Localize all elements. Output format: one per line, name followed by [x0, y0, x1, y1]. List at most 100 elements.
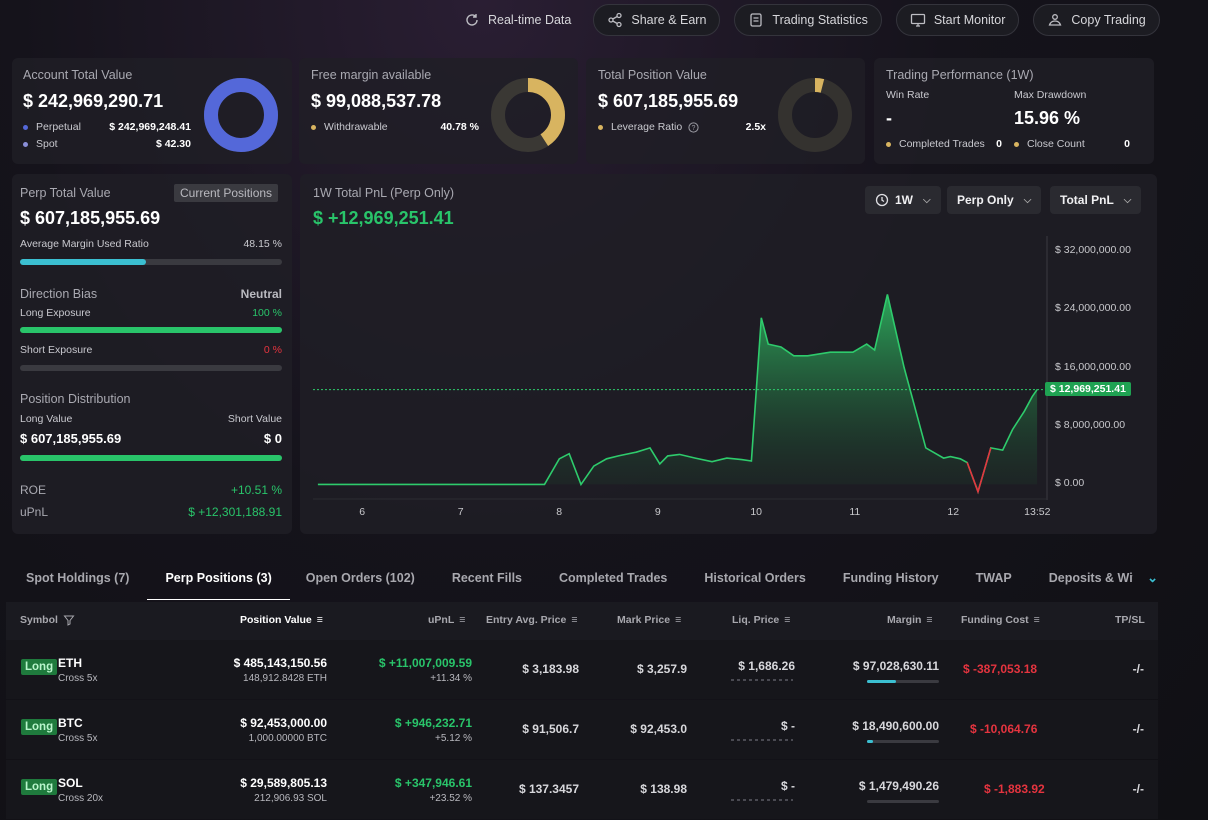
margin-usage-bar: [867, 800, 939, 803]
pnl-area: [317, 294, 1038, 492]
share-earn-button[interactable]: Share & Earn: [593, 4, 721, 36]
header-entry-price-label: Entry Avg. Price: [486, 614, 567, 626]
tpsl-cell[interactable]: -/-: [1132, 782, 1144, 796]
position-value-cell: $ 485,143,150.56 148,912.8428 ETH: [234, 656, 327, 684]
upnl-amount: $ +946,232.71: [394, 716, 472, 730]
current-positions-chip[interactable]: Current Positions: [174, 184, 279, 202]
trading-statistics-button[interactable]: Trading Statistics: [734, 4, 882, 36]
scope-dropdown[interactable]: Perp Only ⌵: [947, 186, 1042, 214]
liq-price-cell: $ -: [780, 779, 795, 793]
header-funding-cost[interactable]: Funding Cost ≡: [961, 614, 1040, 626]
account-donut: [204, 78, 278, 152]
side-badge: Long: [21, 719, 58, 735]
mark-price-cell: $ 92,453.0: [630, 722, 687, 736]
header-liq-price-label: Liq. Price: [732, 614, 780, 626]
distribution-labels-row: Long Value Short Value: [20, 413, 282, 425]
start-monitor-button[interactable]: Start Monitor: [895, 4, 1020, 36]
tab-open-orders[interactable]: Open Orders (102): [305, 571, 415, 585]
tab-perp-positions[interactable]: Perp Positions (3): [147, 556, 290, 600]
total-position-card: Total Position Value $ 607,185,955.69 Le…: [586, 58, 865, 164]
margin-usage-bar: [867, 740, 939, 743]
close-count-value: 0: [1124, 138, 1130, 150]
close-dot: [1014, 141, 1019, 147]
close-count-label: Close Count: [1027, 138, 1085, 150]
header-upnl[interactable]: uPnL ≡: [428, 614, 465, 626]
upnl-amount: $ +11,007,009.59: [378, 656, 472, 670]
help-icon[interactable]: ?: [688, 122, 699, 133]
side-badge: Long: [21, 779, 58, 795]
win-rate-label: Win Rate: [886, 89, 930, 101]
header-symbol[interactable]: Symbol: [20, 614, 75, 626]
side-badge: Long: [21, 659, 58, 675]
header-liq-price[interactable]: Liq. Price ≡: [732, 614, 790, 626]
header-symbol-label: Symbol: [20, 614, 58, 626]
header-tpsl: TP/SL: [1115, 614, 1145, 626]
avg-margin-bar: [20, 259, 282, 265]
tpsl-cell[interactable]: -/-: [1132, 722, 1144, 736]
spot-label: Spot: [36, 138, 58, 150]
tab-recent-fills[interactable]: Recent Fills: [451, 571, 522, 585]
table-row[interactable]: Long ETH Cross 5x $ 485,143,150.56 148,912…: [6, 640, 1158, 699]
mark-price-cell: $ 138.98: [640, 782, 687, 796]
perpetual-value: $ 242,969,248.41: [109, 121, 191, 133]
withdrawable-dot: [311, 124, 316, 130]
free-margin-title: Free margin available: [311, 68, 432, 82]
x-tick: 7: [457, 506, 464, 518]
perpetual-label: Perpetual: [36, 121, 81, 133]
header-upnl-label: uPnL: [428, 614, 455, 626]
win-rate-value: -: [886, 108, 892, 128]
table-row[interactable]: Long SOL Cross 20x $ 29,589,805.13 212,906…: [6, 760, 1158, 819]
tab-completed-trades[interactable]: Completed Trades: [559, 571, 668, 585]
margin-usage-bar: [867, 680, 939, 683]
scope-value: Perp Only: [957, 193, 1014, 207]
header-position-value[interactable]: Position Value ≡: [240, 614, 323, 626]
table-row[interactable]: Long BTC Cross 5x $ 92,453,000.00 1,000.00…: [6, 700, 1158, 759]
upnl-percent: +5.12 %: [435, 733, 472, 744]
realtime-data-button[interactable]: Real-time Data: [456, 4, 579, 36]
symbol-cell: BTC Cross 5x: [58, 716, 97, 744]
tpsl-cell[interactable]: -/-: [1132, 662, 1144, 676]
upnl-amount: $ +347,946.61: [394, 776, 472, 790]
long-exposure-row: Long Exposure 100 %: [20, 307, 282, 319]
position-distribution-label: Position Distribution: [20, 392, 131, 406]
short-value-label: Short Value: [227, 413, 282, 425]
completed-trades-label: Completed Trades: [899, 138, 985, 150]
trading-performance-card: Trading Performance (1W) Win Rate - Max …: [874, 58, 1154, 164]
header-entry-price[interactable]: Entry Avg. Price ≡: [486, 614, 577, 626]
liq-distance-bar: [731, 679, 793, 681]
header-mark-price-label: Mark Price: [617, 614, 671, 626]
symbol-name: ETH: [58, 656, 82, 670]
period-dropdown[interactable]: 1W ⌵: [865, 186, 941, 214]
x-tick: 12: [947, 506, 960, 518]
tab-spot-holdings[interactable]: Spot Holdings (7): [26, 571, 130, 585]
total-position-title: Total Position Value: [598, 68, 707, 82]
tabs-more-chevron-icon[interactable]: ⌄: [1147, 570, 1158, 585]
copy-trading-button[interactable]: Copy Trading: [1033, 4, 1160, 36]
symbol-cell: ETH Cross 5x: [58, 656, 97, 684]
free-margin-card: Free margin available $ 99,088,537.78 Wi…: [299, 58, 578, 164]
tab-deposits-withdrawals[interactable]: Deposits & Withdr: [1048, 571, 1133, 585]
short-exposure-row: Short Exposure 0 %: [20, 344, 282, 356]
long-value-label: Long Value: [20, 413, 73, 425]
upnl-cell: $ +946,232.71 +5.12 %: [395, 716, 472, 744]
free-margin-value: $ 99,088,537.78: [311, 91, 442, 111]
header-margin[interactable]: Margin ≡: [887, 614, 933, 626]
sort-icon: ≡: [784, 614, 791, 626]
entry-price-cell: $ 91,506.7: [522, 722, 579, 736]
positions-table-header: Symbol Position Value ≡ uPnL ≡ Entry Avg. …: [6, 602, 1158, 640]
pnl-total-value: $ +12,969,251.41: [313, 208, 454, 228]
margin-cell: $ 97,028,630.11: [852, 659, 939, 673]
trading-statistics-label: Trading Statistics: [772, 13, 868, 27]
period-value: 1W: [895, 193, 913, 207]
account-total-title: Account Total Value: [23, 68, 133, 82]
tab-historical-orders[interactable]: Historical Orders: [704, 571, 806, 585]
tab-funding-history[interactable]: Funding History: [842, 571, 939, 585]
filter-icon[interactable]: [63, 614, 75, 626]
tab-twap[interactable]: TWAP: [975, 571, 1012, 585]
long-exposure-value: 100 %: [252, 307, 282, 319]
max-drawdown-label: Max Drawdown: [1014, 89, 1087, 101]
header-mark-price[interactable]: Mark Price ≡: [617, 614, 681, 626]
metric-dropdown[interactable]: Total PnL ⌵: [1050, 186, 1142, 214]
margin-cell: $ 1,479,490.26: [858, 779, 939, 793]
sort-icon: ≡: [675, 614, 682, 626]
